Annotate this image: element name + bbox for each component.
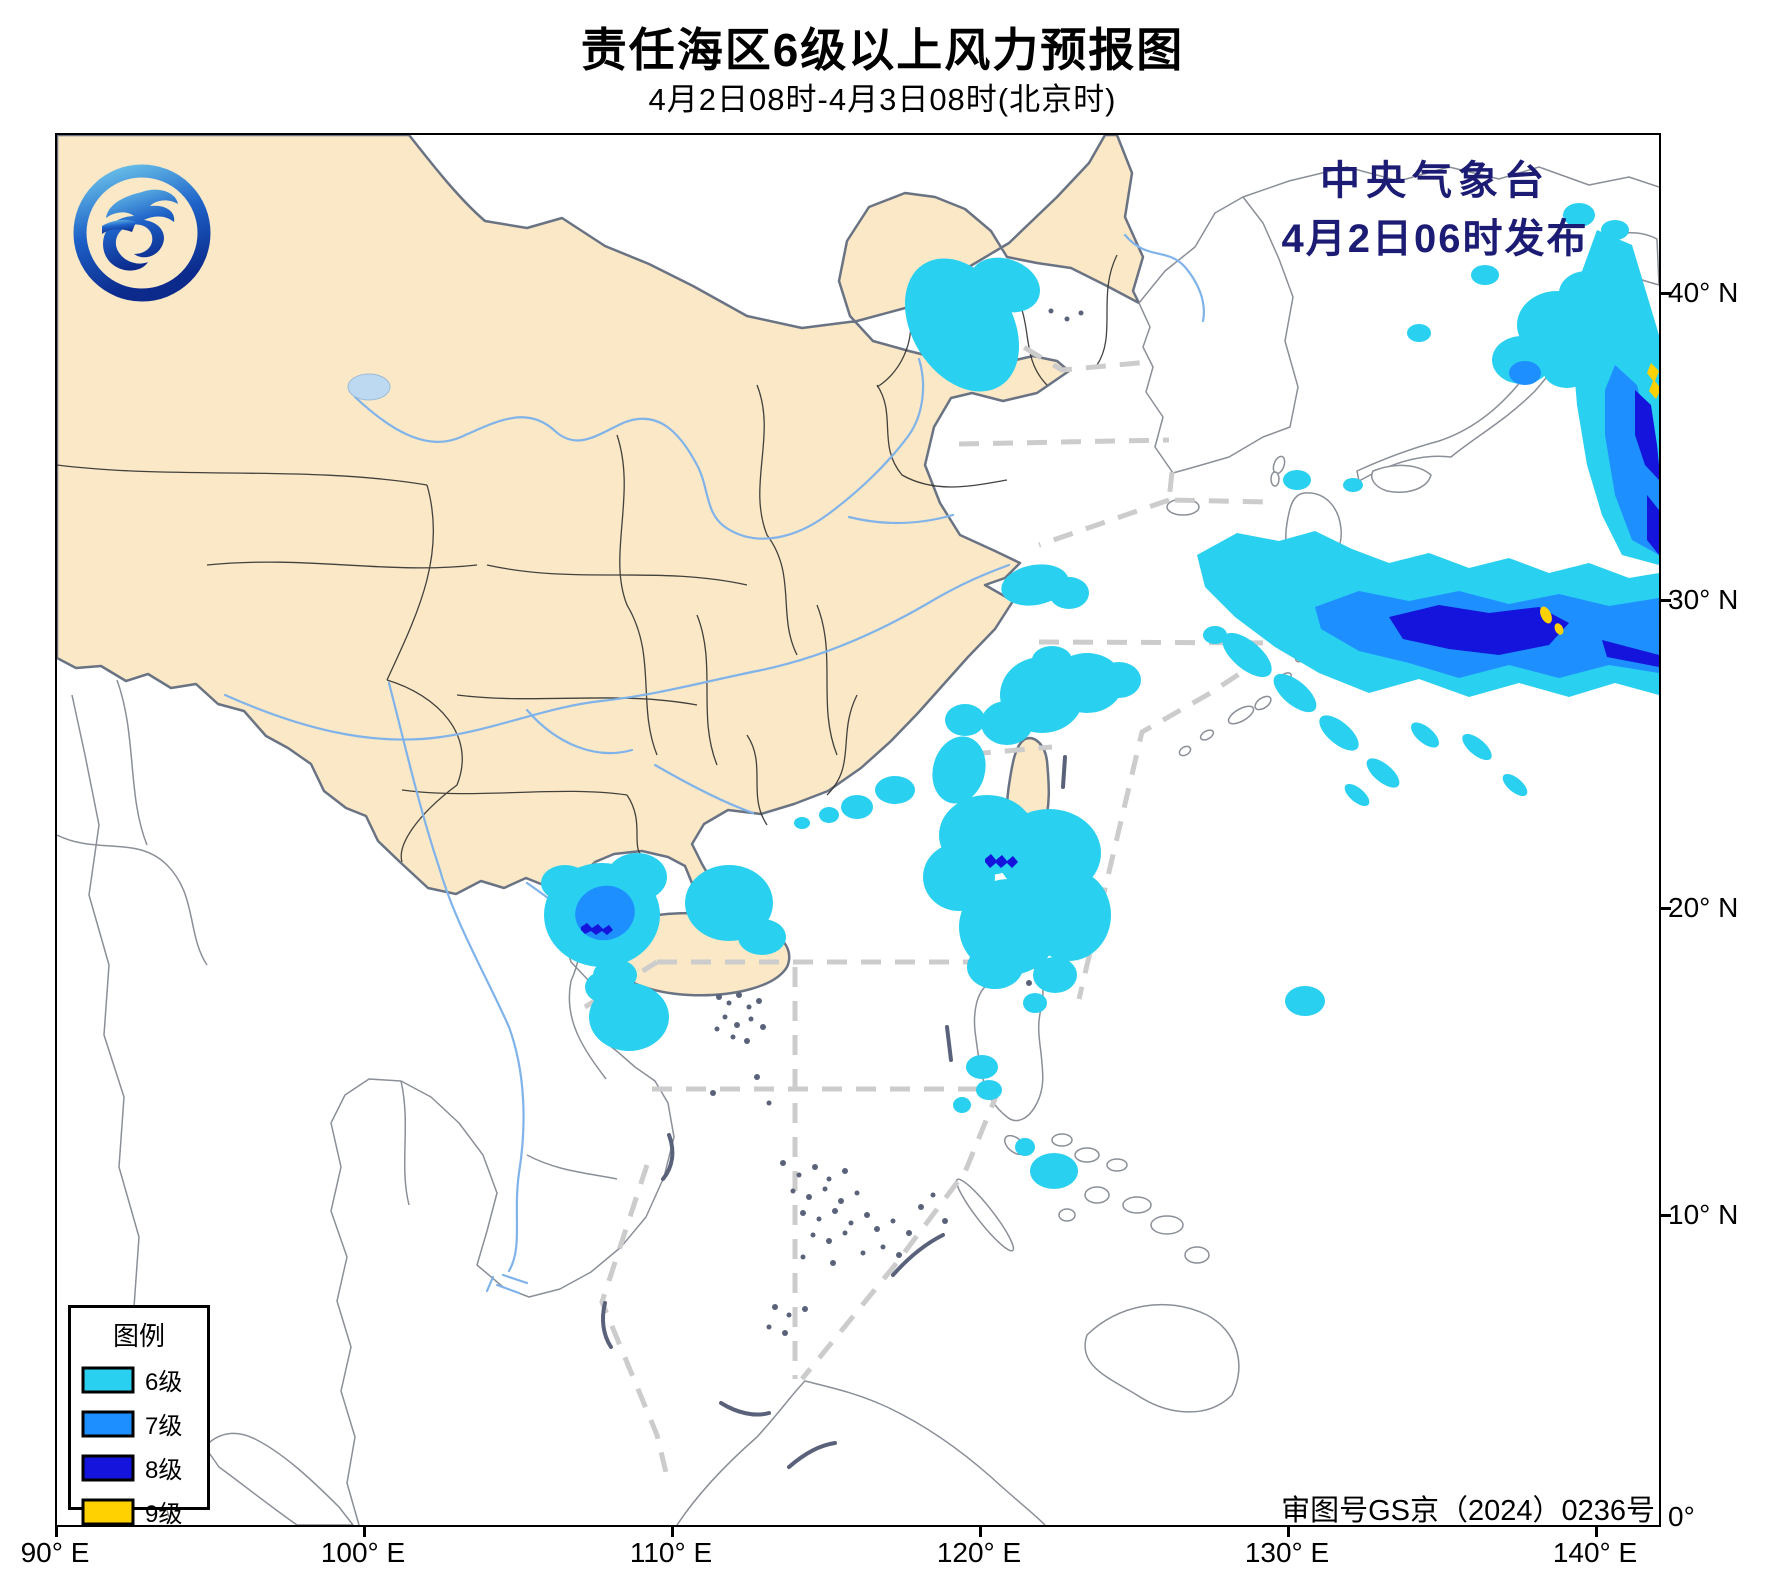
lat-tick-10 (1659, 1214, 1671, 1217)
page-title: 责任海区6级以上风力预报图 (580, 24, 1185, 76)
legend-label-9: 9级 (145, 1501, 183, 1528)
lat-label-40: 40° N (1668, 277, 1739, 308)
lon-label-110: 110° E (629, 1537, 713, 1568)
map-canvas (57, 135, 1659, 1525)
legend-label-8: 8级 (145, 1457, 183, 1484)
province-borders (57, 254, 1118, 863)
legend-swatch-7 (81, 1410, 135, 1437)
lon-label-140: 140° E (1552, 1537, 1638, 1568)
lon-tick-120 (979, 1525, 982, 1537)
issuer-block: 中央气象台 4月2日06时发布 (1205, 152, 1665, 268)
map-review-number: 审图号GS京（2024）0236号 (1281, 1495, 1655, 1527)
legend-title: 图例 (112, 1321, 165, 1351)
lat-tick-30 (1659, 599, 1671, 602)
legend-row-6: 6级 (81, 1362, 207, 1397)
cma-logo (72, 162, 212, 309)
lat-tick-20 (1659, 907, 1671, 910)
lat-label-20: 20° N (1668, 892, 1739, 923)
lon-tick-140 (1595, 1525, 1598, 1537)
legend-row-9: 9级 (81, 1494, 207, 1529)
sumatra (204, 1432, 354, 1525)
lat-label-0: 0° (1668, 1501, 1695, 1532)
rivers (223, 233, 1205, 1295)
lon-label-130: 130° E (1244, 1537, 1330, 1568)
issuer-time: 4月2日06时发布 (1281, 217, 1589, 261)
wind8-areas (581, 390, 1659, 935)
lon-tick-100 (363, 1525, 366, 1537)
shikoku (1371, 464, 1432, 493)
lon-tick-110 (671, 1525, 674, 1537)
korea-peninsula (1138, 196, 1299, 474)
legend-swatch-9 (81, 1498, 135, 1525)
lat-tick-40 (1659, 292, 1671, 295)
legend-label-7: 7级 (145, 1413, 183, 1440)
legend-swatch-8 (81, 1454, 135, 1481)
page-subtitle: 4月2日08时-4月3日08时(北京时) (648, 82, 1117, 117)
lat-label-30: 30° N (1668, 584, 1739, 615)
lon-tick-90 (55, 1525, 58, 1537)
legend-label-6: 6级 (145, 1369, 183, 1396)
lon-label-100: 100° E (320, 1537, 406, 1568)
yangtze-river (223, 563, 1011, 741)
russia-coast (1242, 166, 1659, 198)
palawan (955, 1178, 1015, 1252)
lon-label-120: 120° E (936, 1537, 1022, 1568)
legend-swatch-6 (81, 1366, 135, 1393)
paracel-islands (714, 992, 766, 1044)
wind9-areas (1540, 363, 1659, 635)
qinghai-lake (347, 373, 391, 401)
lat-label-10: 10° N (1668, 1199, 1739, 1230)
spratly-islands (766, 1160, 948, 1336)
china-mainland (57, 135, 1145, 910)
mindanao (1084, 1303, 1240, 1413)
legend: 图例 6级 7级 8级 9级 (68, 1305, 210, 1528)
legend-row-8: 8级 (81, 1450, 207, 1485)
lon-label-90: 90° E (20, 1537, 90, 1568)
reef-lines (601, 755, 1067, 1469)
lon-tick-130 (1287, 1525, 1290, 1537)
yellow-river (353, 357, 925, 540)
mekong-river (387, 681, 525, 1273)
forecast-map (55, 133, 1661, 1527)
pearl-river (653, 763, 755, 815)
borneo-coast (676, 1380, 1046, 1525)
wind6-areas (541, 203, 1659, 1189)
issuer-name: 中央气象台 (1320, 159, 1550, 203)
legend-row-7: 7级 (81, 1406, 207, 1441)
